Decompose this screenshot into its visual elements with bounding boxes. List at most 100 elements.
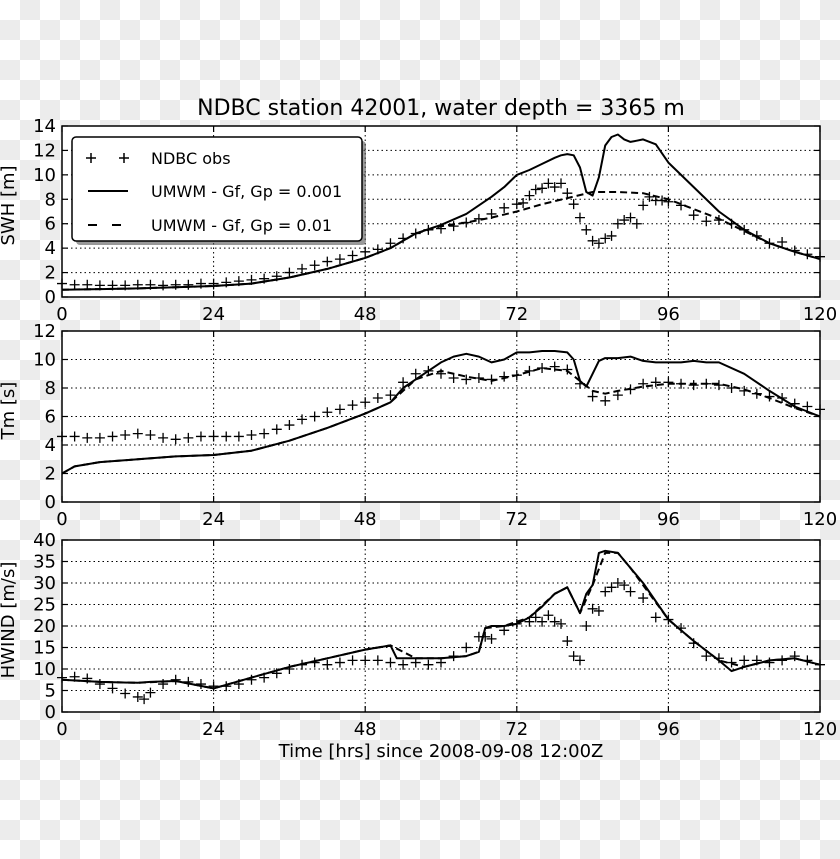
x-tick-label: 0 (56, 719, 67, 740)
obs-point (701, 651, 712, 662)
obs-point (574, 212, 585, 223)
obs-point (543, 178, 554, 189)
obs-point (562, 636, 573, 647)
obs-point (334, 657, 345, 668)
obs-point (638, 378, 649, 389)
obs-point (568, 199, 579, 210)
x-axis-label: Time [hrs] since 2008-09-08 12:00Z (278, 741, 604, 762)
obs-point (139, 694, 150, 705)
obs-point (284, 664, 295, 674)
y-tick-label: 12 (33, 321, 56, 342)
y-tick-label: 30 (33, 573, 56, 594)
obs-point (713, 380, 724, 391)
obs-point (726, 657, 737, 668)
obs-point (619, 580, 630, 591)
obs-point (145, 687, 156, 698)
obs-point (556, 178, 567, 189)
obs-point (410, 368, 421, 379)
obs-point (82, 432, 93, 443)
obs-point (246, 674, 257, 685)
obs-point (612, 578, 623, 588)
obs-point (132, 428, 143, 439)
y-tick-label: 15 (33, 638, 56, 659)
x-tick-label: 72 (505, 509, 528, 530)
x-tick-label: 0 (56, 304, 67, 325)
y-tick-label: 12 (33, 140, 56, 161)
obs-point (650, 612, 661, 623)
obs-point (322, 256, 333, 267)
x-tick-label: 96 (657, 719, 680, 740)
series-line-gp-0-01 (61, 367, 821, 475)
legend-box (71, 136, 363, 242)
obs-point (581, 224, 592, 235)
obs-point (398, 659, 409, 670)
y-tick-label: 2 (45, 464, 56, 485)
obs-point (524, 190, 535, 201)
axes-frame (61, 125, 821, 298)
obs-point (600, 233, 611, 244)
obs-point (372, 392, 383, 403)
obs-point (208, 431, 219, 442)
legend-label: UMWM - Gf, Gp = 0.001 (151, 182, 342, 201)
obs-point (120, 430, 131, 441)
obs-point (518, 197, 529, 208)
x-tick-label: 48 (354, 304, 377, 325)
obs-point (322, 407, 333, 418)
obs-point (530, 612, 541, 623)
obs-point (132, 691, 143, 702)
x-tick-label: 24 (202, 719, 225, 740)
obs-point (701, 216, 712, 227)
obs-point (764, 657, 775, 668)
y-tick-label: 0 (45, 492, 56, 513)
obs-point (619, 215, 630, 226)
y-tick-label: 14 (33, 116, 56, 137)
obs-point (587, 603, 598, 614)
obs-point (625, 212, 636, 223)
y-tick-label: 0 (45, 702, 56, 723)
obs-point (107, 683, 118, 694)
x-tick-label: 72 (505, 719, 528, 740)
obs-point (334, 254, 345, 265)
x-tick-label: 120 (803, 719, 837, 740)
chart-title: NDBC station 42001, water depth = 3365 m (197, 96, 685, 121)
obs-point (524, 365, 535, 376)
obs-point (549, 182, 560, 193)
y-axis-label: SWH [m] (0, 165, 19, 245)
obs-point (170, 674, 181, 685)
obs-point (82, 279, 93, 290)
obs-point (360, 246, 371, 257)
x-tick-label: 24 (202, 304, 225, 325)
series-line-gp-0-001 (61, 133, 821, 291)
obs-point (94, 679, 105, 690)
obs-point (69, 279, 80, 290)
y-tick-label: 10 (33, 165, 56, 186)
obs-point (657, 195, 668, 206)
obs-point (713, 215, 724, 226)
obs-point (549, 616, 560, 627)
obs-point (120, 688, 131, 699)
y-tick-label: 8 (45, 378, 56, 399)
y-tick-label: 5 (45, 681, 56, 702)
series-line-gp-0-01 (61, 551, 821, 690)
obs-point (233, 431, 244, 442)
y-tick-label: 4 (45, 238, 56, 259)
obs-point (600, 586, 611, 597)
obs-point (688, 380, 699, 391)
x-tick-label: 96 (657, 509, 680, 530)
legend-label: NDBC obs (151, 149, 231, 168)
obs-point (195, 679, 206, 690)
x-tick-label: 48 (354, 509, 377, 530)
obs-point (195, 431, 206, 442)
legend-marker-plus (86, 153, 96, 163)
obs-point (170, 434, 181, 445)
obs-point (543, 610, 554, 621)
obs-point (606, 582, 617, 593)
obs-point (802, 401, 813, 412)
y-tick-label: 6 (45, 407, 56, 428)
y-tick-label: 8 (45, 189, 56, 210)
obs-point (246, 430, 257, 441)
obs-point (284, 267, 295, 278)
x-tick-label: 72 (505, 304, 528, 325)
obs-point (360, 397, 371, 408)
